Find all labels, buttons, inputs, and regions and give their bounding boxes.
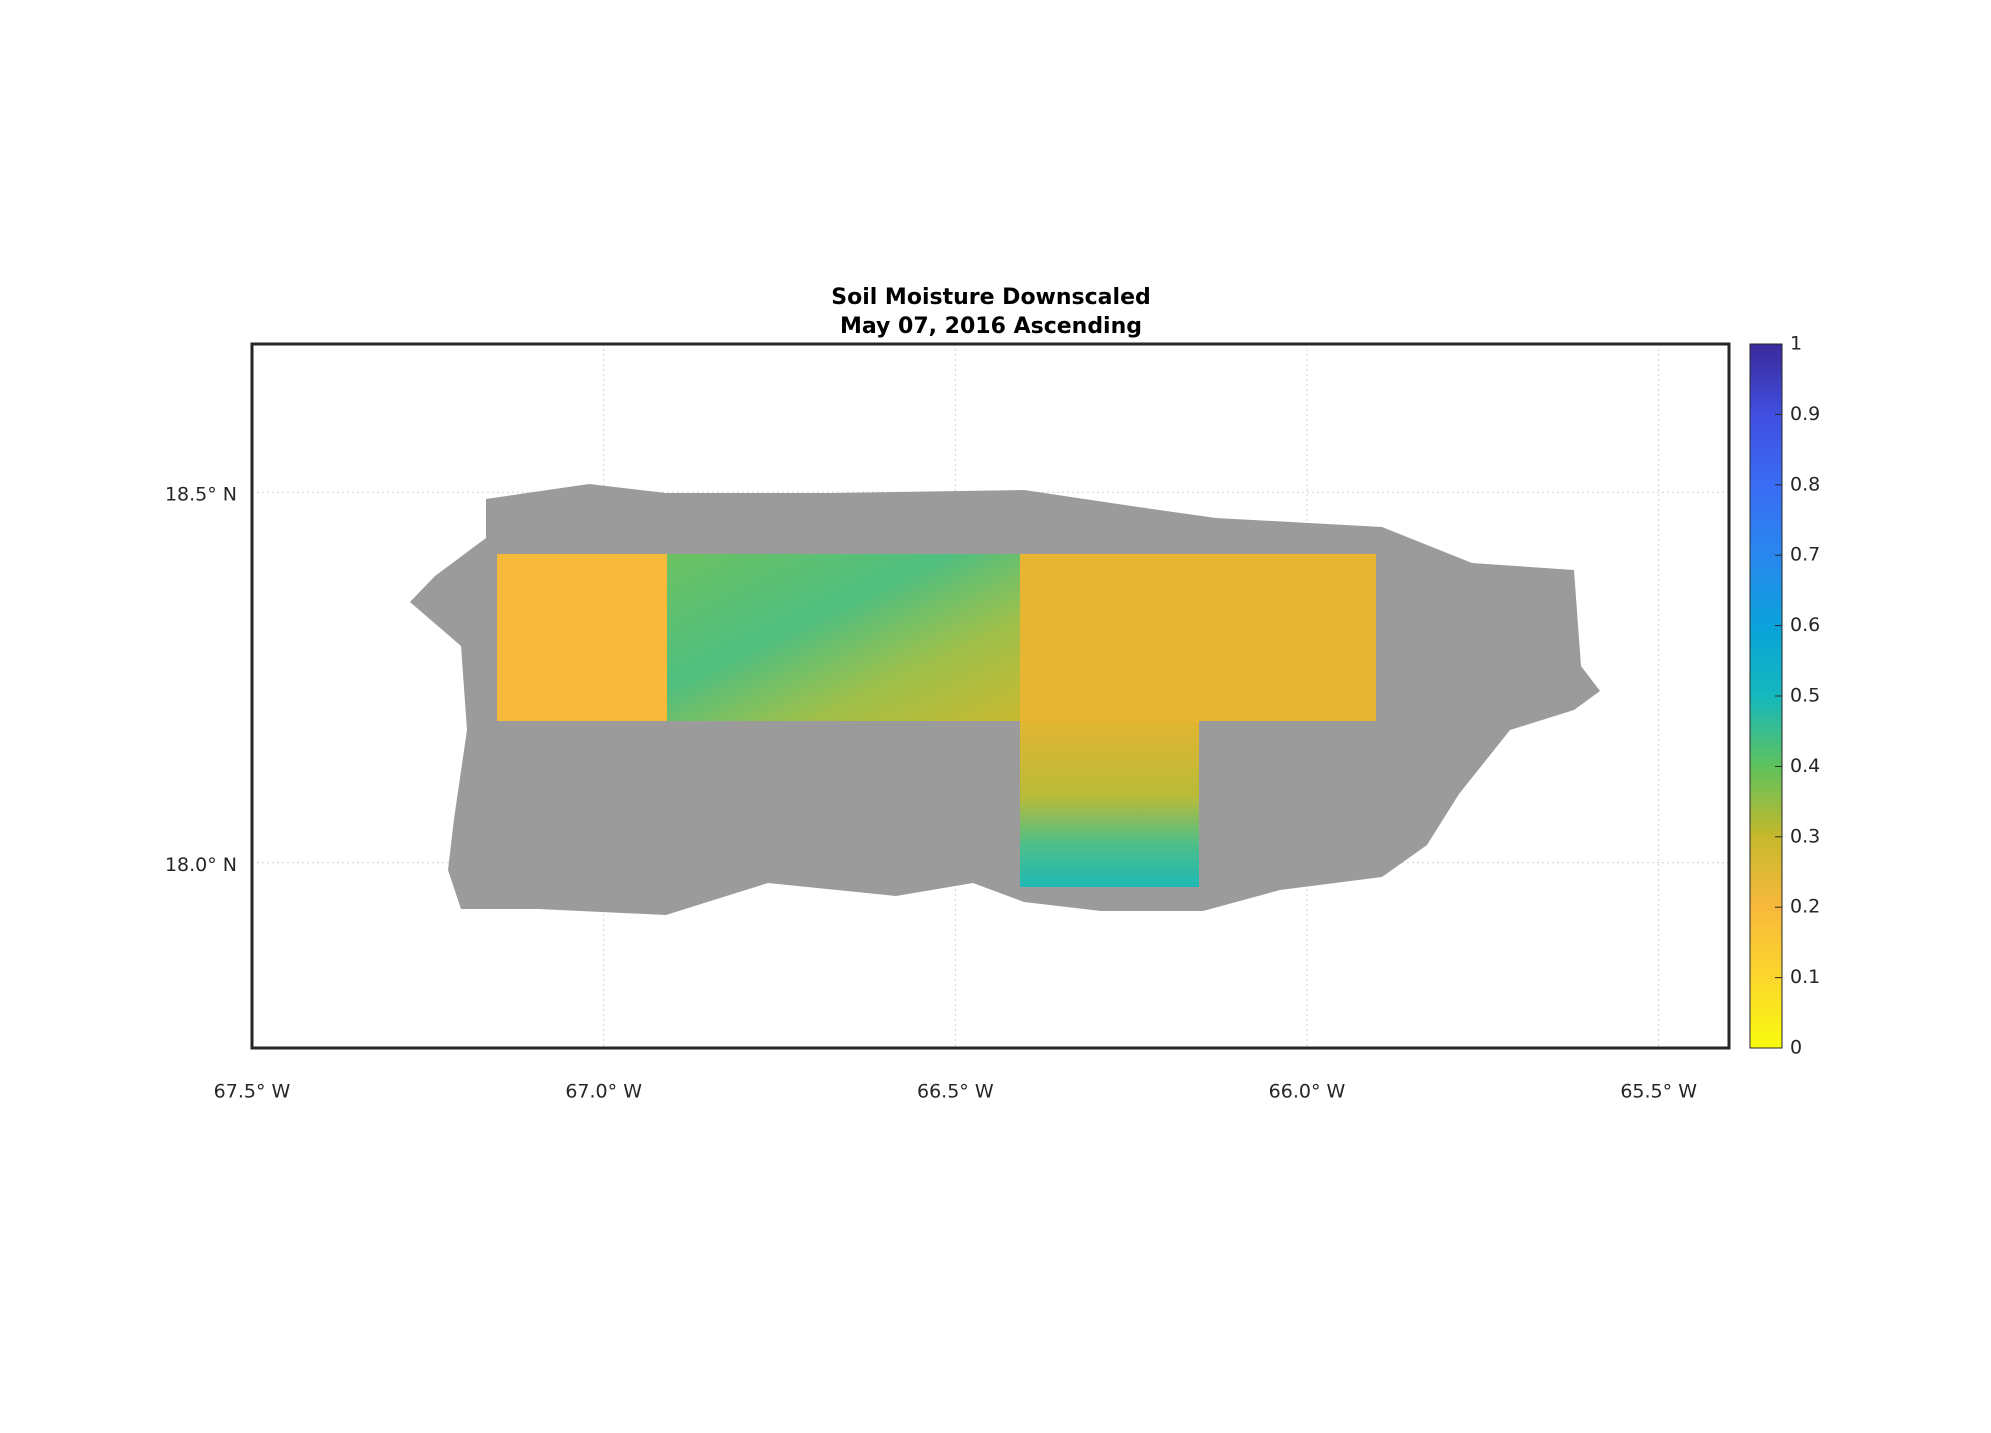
colorbar-label: 0.3 xyxy=(1790,825,1820,847)
colorbar-label: 0.9 xyxy=(1790,403,1820,425)
x-tick-label: 67.0° W xyxy=(565,1081,642,1103)
axes-box xyxy=(250,342,1731,1050)
title-line: Soil Moisture Downscaled xyxy=(831,285,1151,310)
colorbar-label: 0.6 xyxy=(1790,614,1820,636)
colorbar-label: 1 xyxy=(1790,333,1802,355)
title-line: May 07, 2016 Ascending xyxy=(840,314,1142,339)
colorbar-label: 0.5 xyxy=(1790,685,1820,707)
colorbar-label: 0.7 xyxy=(1790,544,1820,566)
x-tick-label: 65.5° W xyxy=(1620,1081,1697,1103)
x-tick-label: 66.5° W xyxy=(917,1081,994,1103)
data-tile xyxy=(667,554,1020,721)
y-tick-label: 18.5° N xyxy=(165,484,237,506)
y-tick-label: 18.0° N xyxy=(165,854,237,876)
data-tile xyxy=(497,554,667,721)
data-tile xyxy=(1020,721,1199,887)
x-tick-label: 66.0° W xyxy=(1269,1081,1346,1103)
colorbar-label: 0.8 xyxy=(1790,473,1820,495)
data-tile xyxy=(1020,554,1376,721)
colorbar-label: 0 xyxy=(1790,1037,1802,1059)
colorbar-label: 0.4 xyxy=(1790,755,1820,777)
colorbar-label: 0.1 xyxy=(1790,966,1820,988)
x-tick-label: 67.5° W xyxy=(214,1081,291,1103)
colorbar-label: 0.2 xyxy=(1790,896,1820,918)
